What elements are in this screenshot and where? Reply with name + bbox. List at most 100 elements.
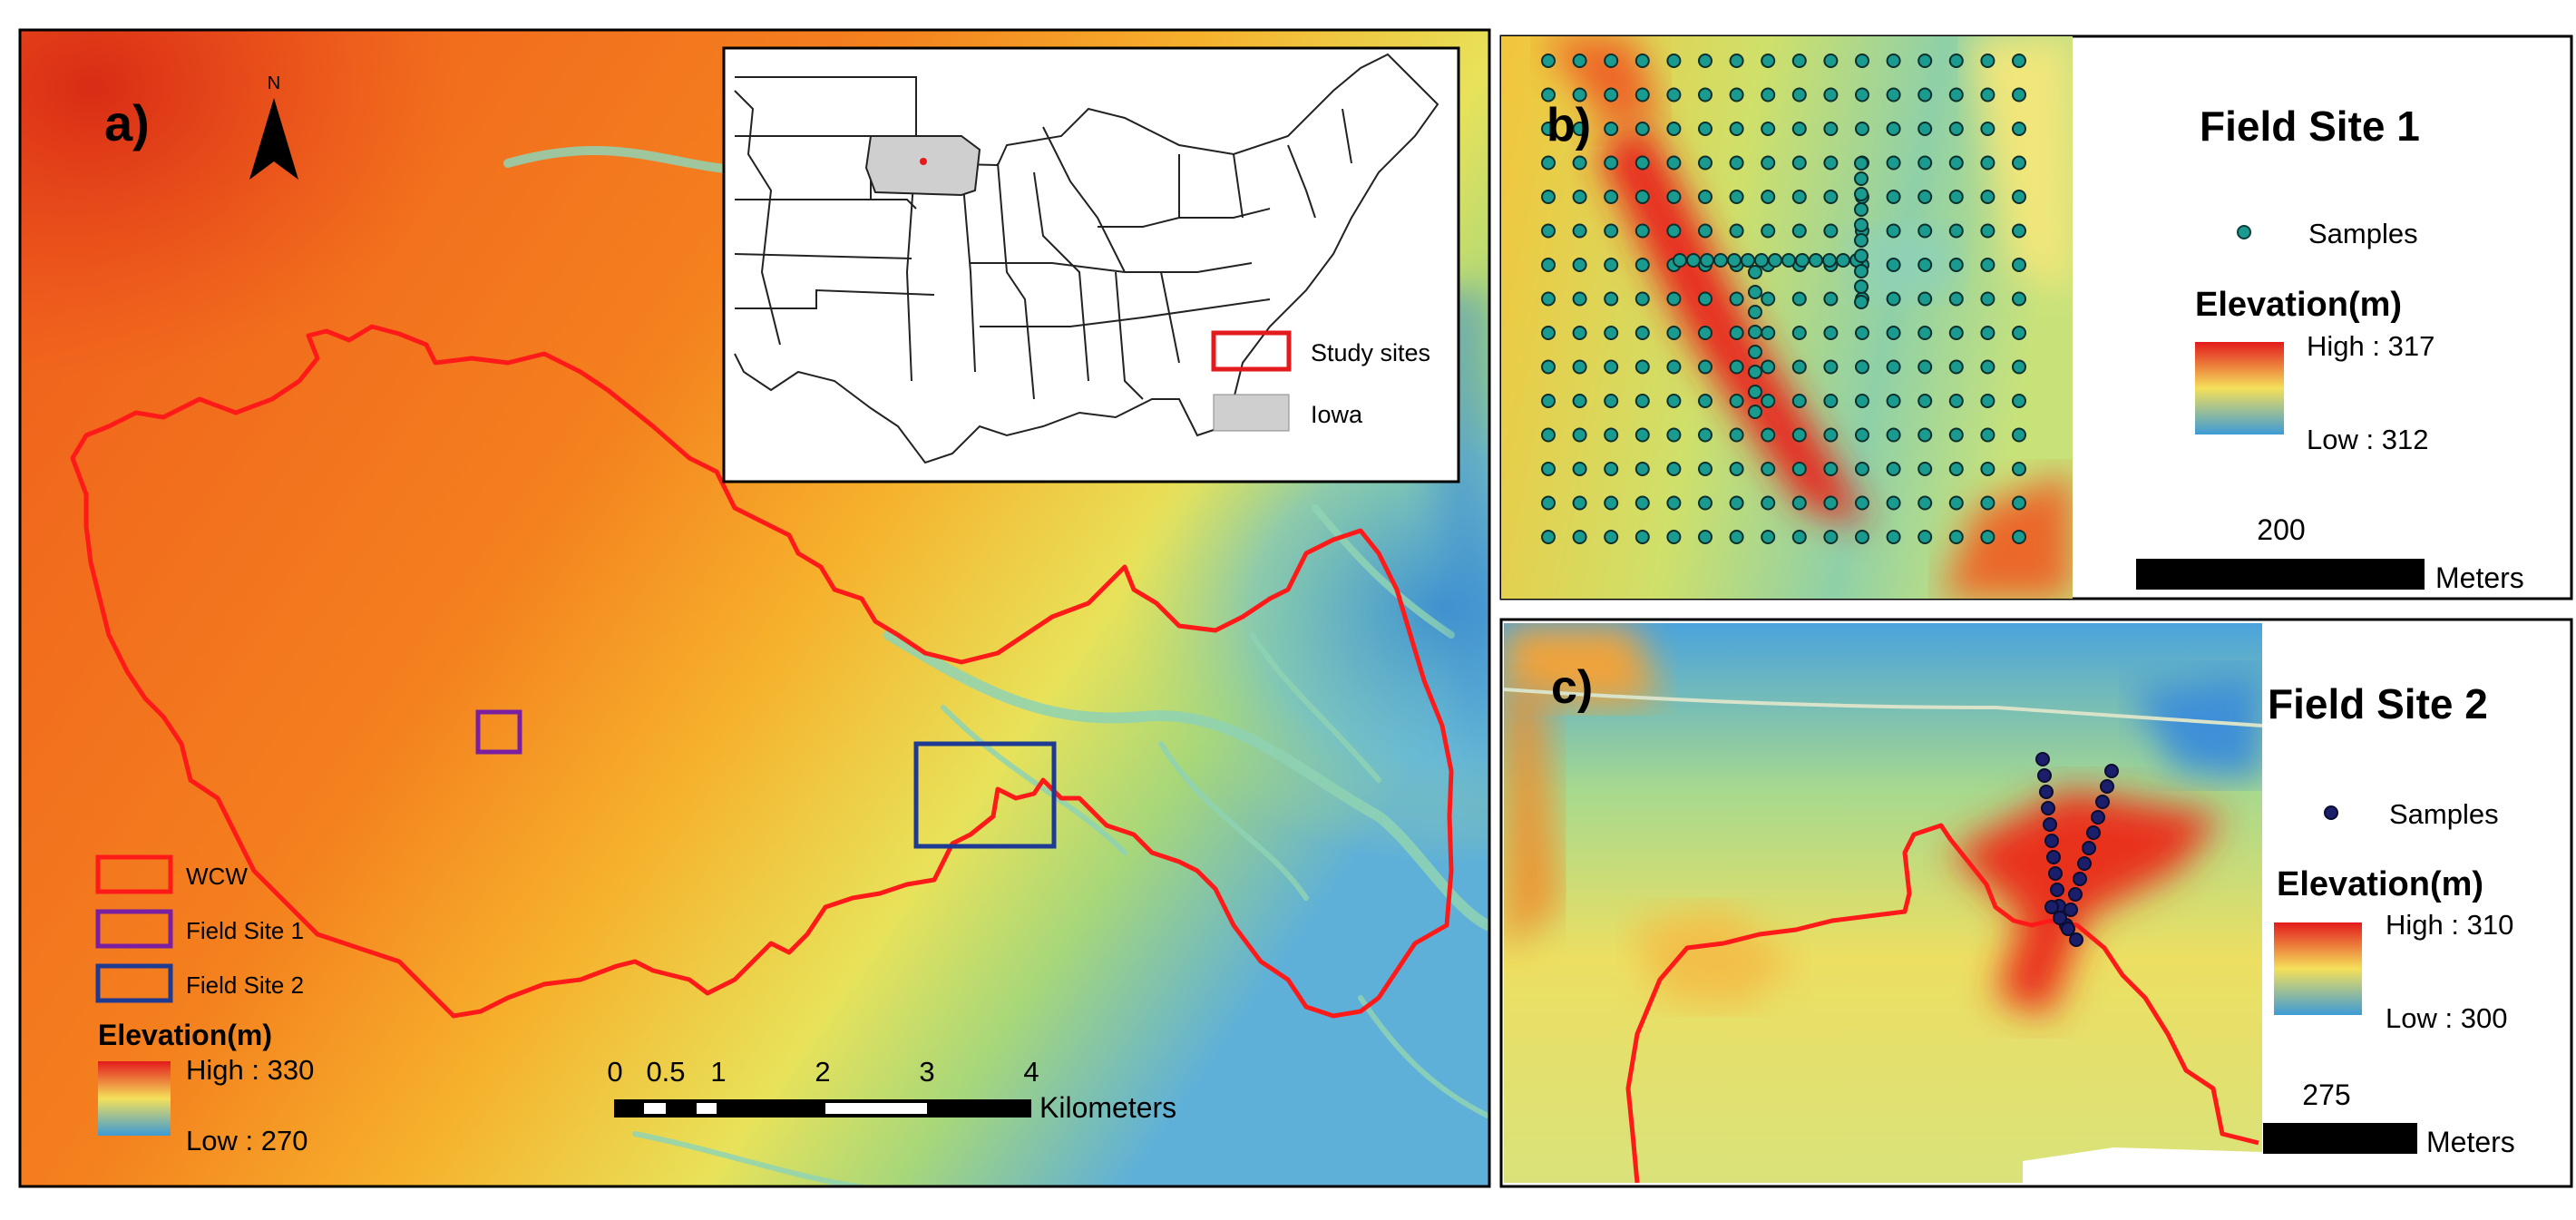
panel-c-title: Field Site 2 [2268, 680, 2488, 727]
sample-point [1666, 190, 1682, 204]
sample-point [1634, 495, 1650, 511]
sample-point [2039, 785, 2054, 799]
panel-a-label: a) [104, 94, 150, 151]
sample-point [2044, 900, 2059, 914]
sample-point [1791, 223, 1807, 239]
sample-point [1761, 155, 1776, 171]
sample-point [1541, 359, 1556, 375]
sample-point [1948, 326, 1964, 340]
panel-b-label: b) [1547, 99, 1591, 151]
sample-point [2061, 922, 2075, 936]
sample-point [1886, 462, 1901, 476]
sample-point [1948, 427, 1964, 443]
panel-b-scale-unit: Meters [2435, 561, 2524, 594]
sample-point [1748, 385, 1762, 399]
sample-point [1980, 223, 1995, 239]
sample-point [1741, 253, 1755, 268]
sample-point [1823, 155, 1839, 171]
sample-point [1698, 54, 1712, 68]
sample-point [1823, 223, 1839, 239]
field-site-1-box [475, 709, 522, 755]
sample-point [1541, 190, 1556, 204]
sample-point [2035, 752, 2050, 766]
sample-point [1713, 253, 1728, 268]
sample-point [2048, 866, 2063, 881]
sample-point [1948, 87, 1964, 102]
sample-point [1729, 54, 1744, 68]
sample-point [2095, 795, 2110, 809]
sample-point [1604, 155, 1619, 171]
sample-point [1572, 530, 1587, 544]
sample-point [2073, 872, 2087, 886]
sample-point [1948, 495, 1964, 511]
panel-b-low-value: Low : 312 [2307, 424, 2428, 455]
sample-point [1541, 54, 1556, 68]
panel-b: b) Field Site 1 Samples Elevation(m) Hig… [1499, 34, 2573, 600]
panel-a-scalebar: 0 0.5 1 2 3 4 Kilometers [607, 1056, 1176, 1124]
sample-point [1980, 155, 1995, 171]
sample-point [1634, 427, 1650, 443]
sample-point [1761, 462, 1776, 476]
sample-point [1572, 427, 1587, 443]
sample-point [1604, 394, 1619, 408]
sample-point [1698, 223, 1712, 239]
panel-c-elevation-title: Elevation(m) [2277, 865, 2483, 903]
sample-point [2069, 932, 2083, 947]
panel-a: a) N WCW Field Site 1 Field Site 2 Eleva… [18, 28, 1491, 1188]
sample-point [1948, 122, 1964, 136]
sample-point [1698, 394, 1712, 408]
sample-point [1854, 187, 1869, 201]
sample-point [1948, 530, 1964, 544]
sample-point [1761, 87, 1776, 102]
sample-point [1886, 258, 1901, 272]
sample-point [1980, 122, 1995, 136]
sample-point [1917, 155, 1933, 171]
sample-point [1698, 495, 1712, 511]
panel-c-legend-sample-symbol [2324, 805, 2338, 820]
sample-point [1666, 87, 1682, 102]
sample-point [1854, 218, 1869, 232]
legend-swatch-field-site-1 [95, 909, 173, 949]
sample-point [2104, 764, 2119, 778]
sample-point [2046, 850, 2061, 864]
sample-point [2012, 87, 2026, 102]
sample-point [1855, 87, 1869, 102]
sample-point [1541, 394, 1556, 408]
sample-point [1823, 462, 1839, 476]
sample-point [1855, 427, 1869, 443]
sample-point [1948, 54, 1964, 68]
inset-legend-label-iowa: Iowa [1311, 401, 1363, 428]
panel-b-elevation-ramp [2195, 342, 2284, 434]
sample-point [1854, 249, 1869, 263]
sample-point [1673, 253, 1687, 268]
sample-point [2091, 810, 2105, 825]
sample-point [1572, 122, 1587, 136]
sample-point [1855, 359, 1869, 375]
sample-point [1855, 54, 1869, 68]
sample-point [1634, 530, 1650, 544]
sample-point [1917, 87, 1933, 102]
sample-point [1666, 54, 1682, 68]
sample-point [1948, 359, 1964, 375]
legend-swatch-field-site-2 [95, 963, 173, 1003]
panel-b-elevation-raster [1501, 36, 2073, 599]
sample-point [1634, 155, 1650, 171]
sample-point [1698, 122, 1712, 136]
sample-point [1666, 394, 1682, 408]
sample-point [1761, 359, 1776, 375]
sample-point [1634, 87, 1650, 102]
sample-point [1698, 326, 1712, 340]
sample-point [1823, 190, 1839, 204]
sample-point [1791, 530, 1807, 544]
sample-point [1748, 405, 1762, 419]
sample-point [1948, 223, 1964, 239]
sample-point [1604, 359, 1619, 375]
sample-point [1980, 359, 1995, 375]
sample-point [2012, 530, 2026, 544]
legend-high-value: High : 330 [186, 1054, 314, 1086]
sample-point [1572, 54, 1587, 68]
sample-point [1854, 202, 1869, 217]
panel-b-legend-samples: Samples [2308, 218, 2418, 249]
sample-point [1886, 155, 1901, 171]
